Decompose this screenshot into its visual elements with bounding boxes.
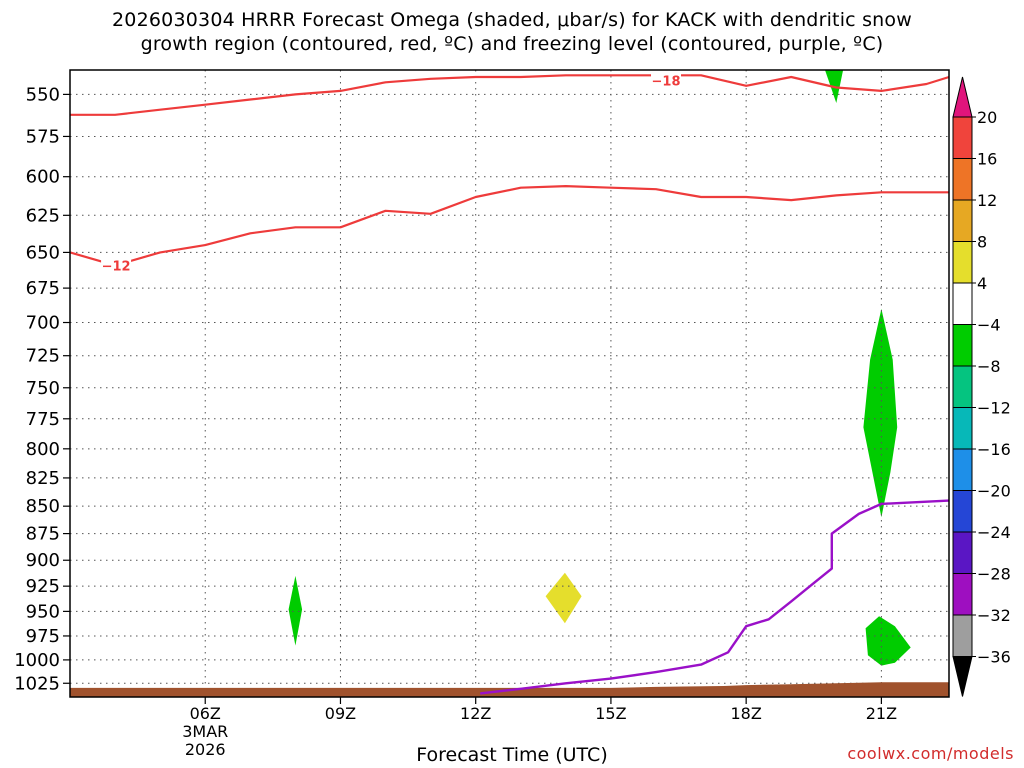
colorbar-bin: [952, 448, 973, 491]
dgz-contour-line: [70, 74, 949, 116]
colorbar-bin: [952, 531, 973, 574]
colorbar-label: −16: [977, 440, 1011, 459]
y-tick-label: 1025: [14, 673, 60, 694]
colorbar-label: 16: [977, 150, 997, 169]
omega-region-4: [545, 572, 582, 624]
colorbar-label: 8: [977, 233, 987, 252]
plot-background: [70, 70, 949, 697]
chart-title-line2: growth region (contoured, red, ºC) and f…: [140, 33, 884, 55]
x-tick-label: 09Z: [325, 704, 356, 723]
y-tick-label: 975: [26, 626, 60, 647]
colorbar-label: −4: [977, 316, 1001, 335]
y-tick-label: 750: [26, 378, 60, 399]
colorbar-bin: [952, 407, 973, 450]
colorbar-bin: [952, 199, 973, 242]
colorbar-label: 4: [977, 274, 987, 293]
x-tick-sublabel: 2026: [185, 740, 226, 759]
x-tick-label: 12Z: [460, 704, 491, 723]
colorbar-bin: [952, 490, 973, 533]
dgz-label-bg: [651, 72, 682, 89]
dgz-label-bg: [101, 257, 132, 274]
chart-title-line1: 2026030304 HRRR Forecast Omega (shaded, …: [112, 9, 912, 31]
colorbar-label: −8: [977, 357, 1001, 376]
colorbar-label: −32: [977, 606, 1011, 625]
colorbar-bin: [952, 365, 973, 408]
y-tick-label: 825: [26, 468, 60, 489]
omega-region-2: [863, 308, 898, 518]
colorbar-bin: [952, 614, 973, 657]
colorbar-bin: [952, 573, 973, 616]
x-tick-sublabel: 3MAR: [182, 722, 228, 741]
y-tick-label: 775: [26, 409, 60, 430]
plot-area: −18 −12: [70, 70, 949, 697]
y-tick-label: 950: [26, 601, 60, 622]
y-tick-label: 900: [26, 550, 60, 571]
dgz-contour-label: −12: [102, 259, 131, 274]
y-tick-label: 925: [26, 576, 60, 597]
colorbar-bin: [952, 241, 973, 284]
x-tick-label: 18Z: [730, 704, 761, 723]
x-tick-label: 21Z: [866, 704, 897, 723]
colorbar-label: 12: [977, 191, 997, 210]
y-tick-label: 800: [26, 439, 60, 460]
y-tick-label: 650: [26, 242, 60, 263]
colorbar-label: −28: [977, 565, 1011, 584]
colorbar-bin: [952, 158, 973, 201]
y-tick-label: 725: [26, 346, 60, 367]
y-tick-label: 625: [26, 205, 60, 226]
y-tick-label: 875: [26, 524, 60, 545]
colorbar-label: −20: [977, 482, 1011, 501]
colorbar-over-triangle: [952, 76, 973, 118]
colorbar-under-triangle: [952, 656, 973, 697]
x-axis-label: Forecast Time (UTC): [416, 744, 608, 766]
dgz-contour-line: [70, 185, 949, 267]
plot-frame: [69, 69, 950, 698]
y-tick-label: 575: [26, 126, 60, 147]
y-tick-label: 1000: [14, 650, 60, 671]
freezing-level-line: [480, 499, 949, 695]
x-tick-label: 15Z: [595, 704, 626, 723]
colorbar-bin: [952, 116, 973, 159]
colorbar-label: 20: [977, 108, 997, 127]
colorbar-label: −36: [977, 648, 1011, 667]
colorbar-label: −12: [977, 399, 1011, 418]
colorbar-label: −24: [977, 523, 1011, 542]
y-tick-label: 700: [26, 313, 60, 334]
y-tick-label: 850: [26, 496, 60, 517]
y-tick-label: 550: [26, 84, 60, 105]
colorbar: 20 16 12 8 4 −4 −8 −12 −16 −20 −24 −28 −32 −36: [952, 76, 1011, 697]
y-tick-label: 675: [26, 278, 60, 299]
y-tick-label: 600: [26, 167, 60, 188]
omega-region-3: [288, 575, 303, 646]
dgz-contour-label: −18: [652, 75, 681, 90]
colorbar-bin: [952, 324, 973, 367]
omega-region-5: [865, 616, 911, 666]
colorbar-bin: [952, 282, 973, 325]
credit-text: coolwx.com/models: [847, 744, 1014, 763]
x-tick-label: 06Z: [190, 704, 221, 723]
